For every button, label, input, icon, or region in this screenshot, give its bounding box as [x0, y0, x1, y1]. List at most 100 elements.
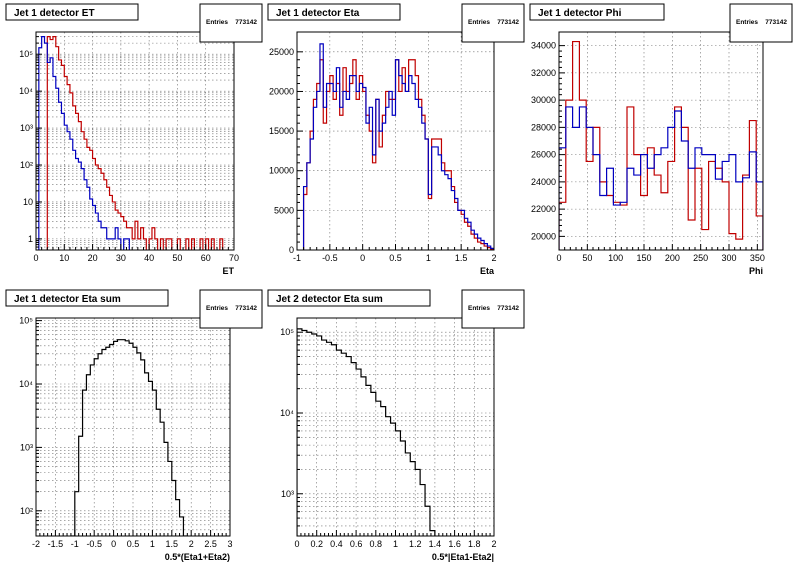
x-tick-label: 0.5 [127, 539, 140, 549]
chart-title: Jet 1 detector Phi [538, 8, 622, 19]
histogram-series-2 [302, 43, 494, 250]
stats-entries-value: 773142 [497, 19, 519, 26]
x-tick-label: 0.4 [330, 539, 343, 549]
x-tick-label: -1 [71, 539, 79, 549]
chart-title: Jet 1 detector Eta sum [14, 294, 121, 305]
stats-entries-value: 773142 [235, 19, 257, 26]
x-tick-label: 60 [201, 253, 211, 263]
x-tick-label: 10 [59, 253, 69, 263]
stats-entries-value: 773142 [497, 305, 519, 312]
x-tick-label: 50 [172, 253, 182, 263]
x-axis-label: 0.5*|Eta1-Eta2| [432, 552, 494, 562]
stats-entries-value: 773142 [765, 19, 787, 26]
y-tick-label: 10³ [20, 442, 33, 452]
stats-box [461, 3, 525, 43]
stats-entries-label: Entries [468, 19, 490, 26]
x-tick-label: 2.5 [204, 539, 217, 549]
x-tick-label: 0 [360, 253, 365, 263]
y-tick-label: 24000 [531, 177, 556, 187]
stats-entries-label: Entries [736, 19, 758, 26]
y-tick-label: 22000 [531, 204, 556, 214]
x-axis-label: Phi [749, 266, 763, 276]
histogram-series-1 [70, 339, 188, 536]
y-tick-label: 10000 [269, 166, 294, 176]
stats-box [199, 289, 263, 329]
x-tick-label: 1 [150, 539, 155, 549]
y-tick-label: 10⁴ [280, 408, 294, 418]
y-tick-label: 15000 [269, 126, 294, 136]
chart-panel-5: 0 0.2 0.4 0.6 0.8 1 1.2 1.4 1.6 1.8 2 10³ 10⁴ 10⁵ 0.5*… [267, 289, 525, 562]
x-tick-label: 2 [189, 539, 194, 549]
y-tick-label: 10 [23, 197, 33, 207]
y-tick-label: 26000 [531, 150, 556, 160]
histogram-series-1 [559, 40, 763, 250]
x-tick-label: 0.8 [370, 539, 383, 549]
plot-area [36, 32, 234, 250]
chart-panel-1: 0 10 20 30 40 50 60 70 1 10 10² 10³ 10⁴ 10⁵ ET Jet 1 de… [5, 3, 263, 276]
y-tick-label: 25000 [269, 47, 294, 57]
stats-box [461, 289, 525, 329]
x-tick-label: -0.5 [86, 539, 102, 549]
plot-area [559, 32, 763, 250]
stats-entries-label: Entries [206, 19, 228, 26]
y-tick-label: 32000 [531, 68, 556, 78]
x-tick-label: 40 [144, 253, 154, 263]
y-tick-label: 10³ [281, 489, 294, 499]
x-tick-label: 1.6 [448, 539, 461, 549]
y-tick-label: 10⁵ [19, 316, 33, 326]
x-tick-label: 150 [636, 253, 651, 263]
x-tick-label: -2 [32, 539, 40, 549]
x-tick-label: 250 [693, 253, 708, 263]
histogram-series-2 [559, 106, 763, 250]
y-tick-label: 34000 [531, 41, 556, 51]
x-tick-label: 0 [111, 539, 116, 549]
x-tick-label: 50 [582, 253, 592, 263]
x-tick-label: 30 [116, 253, 126, 263]
x-tick-label: 20 [88, 253, 98, 263]
y-tick-label: 10² [20, 506, 33, 516]
x-axis-label: Eta [480, 266, 495, 276]
histogram-series-1 [46, 36, 224, 250]
chart-title-box [267, 3, 401, 21]
x-tick-label: 70 [229, 253, 239, 263]
x-tick-label: -0.5 [322, 253, 338, 263]
x-tick-label: 0 [294, 539, 299, 549]
y-tick-label: 20000 [531, 231, 556, 241]
x-tick-label: 1.8 [468, 539, 481, 549]
stats-box [199, 3, 263, 43]
y-tick-label: 1 [28, 234, 33, 244]
y-tick-label: 10⁴ [19, 379, 33, 389]
x-tick-label: 1.5 [455, 253, 468, 263]
histogram-series-1 [297, 328, 436, 536]
chart-panel-3: 0 50 100 150 200 250 300 350 20000 22000 24000 2600… [529, 3, 793, 276]
y-tick-label: 10³ [20, 123, 33, 133]
stats-entries-label: Entries [468, 305, 490, 312]
chart-title-box [267, 289, 431, 307]
x-tick-label: 3 [227, 539, 232, 549]
y-tick-label: 5000 [274, 205, 294, 215]
chart-title: Jet 2 detector Eta sum [276, 294, 383, 305]
chart-title-box [5, 3, 139, 21]
chart-title: Jet 1 detector Eta [276, 8, 360, 19]
x-tick-label: 1.2 [409, 539, 422, 549]
x-tick-label: 0.2 [310, 539, 323, 549]
histogram-series-2 [38, 36, 130, 250]
y-tick-label: 10⁵ [19, 49, 33, 59]
chart-title-box [5, 289, 169, 307]
y-tick-label: 20000 [269, 86, 294, 96]
y-tick-label: 10⁴ [19, 86, 33, 96]
x-tick-label: 0 [33, 253, 38, 263]
stats-entries-label: Entries [206, 305, 228, 312]
stats-box [729, 3, 793, 43]
x-tick-label: 1 [426, 253, 431, 263]
x-tick-label: 0.5 [389, 253, 402, 263]
plot-frame [35, 31, 235, 251]
chart-title-box [529, 3, 665, 21]
y-tick-label: 10² [20, 160, 33, 170]
x-tick-label: 0 [556, 253, 561, 263]
x-tick-label: 300 [721, 253, 736, 263]
x-tick-label: 0.6 [350, 539, 363, 549]
x-tick-label: 1.5 [166, 539, 179, 549]
x-tick-label: 1 [393, 539, 398, 549]
